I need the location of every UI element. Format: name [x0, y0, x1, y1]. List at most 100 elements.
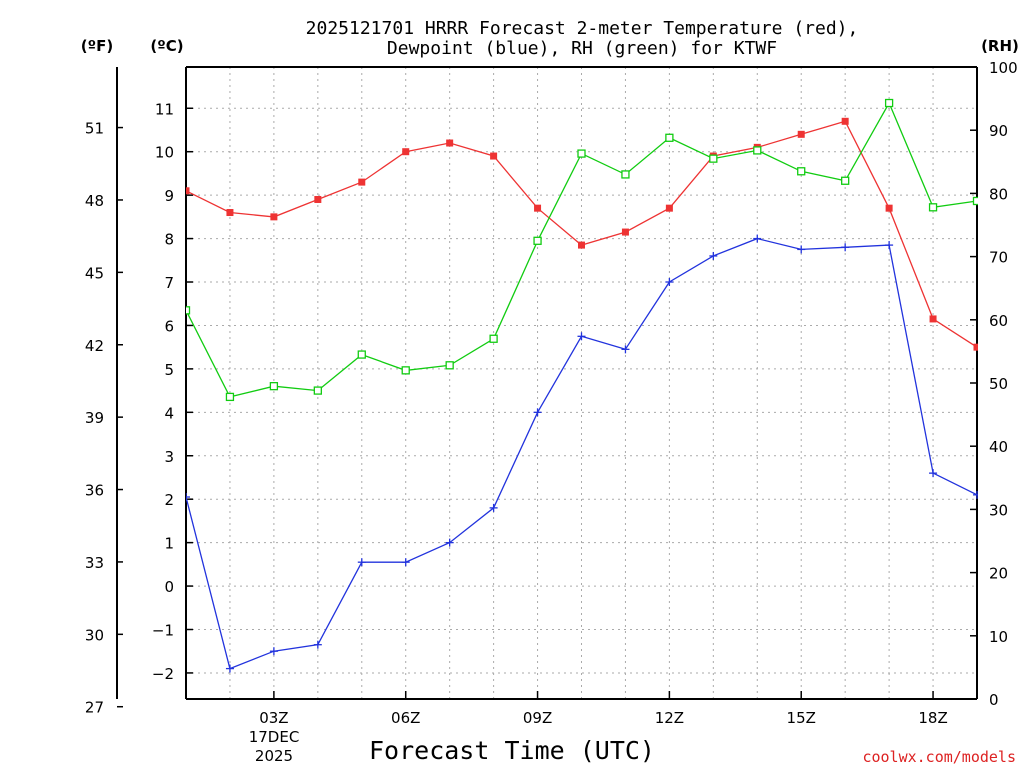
celsius-tick-label: 5 — [164, 361, 174, 379]
rh-point — [186, 306, 191, 315]
fahrenheit-tick-label: 39 — [85, 409, 104, 427]
celsius-tick-label: 0 — [164, 578, 174, 596]
2-meter-temperature-point — [621, 228, 629, 236]
dewpoint-point — [489, 503, 498, 512]
rh-point — [225, 392, 235, 402]
2-meter-temperature-point — [841, 117, 849, 125]
rh-point — [577, 149, 586, 158]
watermark: coolwx.com/models — [862, 748, 1016, 766]
fahrenheit-tick-label: 45 — [85, 264, 104, 282]
dewpoint-point — [269, 647, 278, 656]
dewpoint-point — [885, 241, 894, 250]
rh-point — [841, 176, 850, 185]
celsius-tick-label: 4 — [164, 404, 174, 422]
fahrenheit-tick-label: 36 — [85, 482, 104, 500]
rh-point — [489, 334, 498, 343]
dewpoint-point — [186, 493, 190, 502]
x-axis-title: Forecast Time (UTC) — [369, 736, 655, 765]
rh-tick-label: 0 — [989, 691, 999, 709]
dewpoint-point — [225, 664, 234, 673]
dewpoint-point — [709, 251, 718, 260]
x-tick-label: 06Z — [391, 709, 420, 727]
2-meter-temperature-point — [885, 204, 893, 212]
rh-point — [709, 154, 718, 163]
rh-tick-label: 50 — [989, 375, 1008, 393]
rh-point — [357, 350, 366, 359]
2-meter-temperature-point — [578, 241, 585, 249]
celsius-tick-label: 9 — [164, 187, 174, 205]
2-meter-temperature-point — [446, 139, 454, 147]
dewpoint-point — [357, 558, 366, 567]
rh-tick-label: 90 — [989, 122, 1008, 140]
2-meter-temperature-point — [973, 343, 978, 351]
dewpoint-point — [621, 345, 630, 354]
x-tick-label: 12Z — [655, 709, 684, 727]
date-label-day: 17DEC — [249, 728, 300, 746]
rh-point — [972, 196, 978, 206]
2-meter-temperature-point — [534, 204, 542, 212]
dewpoint-point — [797, 245, 806, 254]
chart-title-line1: 2025121701 HRRR Forecast 2-meter Tempera… — [306, 18, 859, 39]
celsius-tick-label: 10 — [155, 144, 174, 162]
rh-unit-label: (RH) — [981, 37, 1019, 55]
celsius-tick-label: 11 — [155, 100, 174, 118]
dewpoint-point — [577, 332, 586, 341]
rh-tick-label: 10 — [989, 628, 1008, 646]
x-tick-label: 03Z — [259, 709, 288, 727]
rh-point — [313, 386, 322, 395]
2-meter-temperature-point — [665, 204, 673, 212]
2-meter-temperature-point — [270, 213, 278, 221]
date-label-year: 2025 — [255, 747, 293, 765]
rh-point — [928, 203, 938, 212]
chart-title-line2: Dewpoint (blue), RH (green) for KTWF — [387, 38, 777, 59]
fahrenheit-tick-label: 27 — [85, 699, 104, 717]
rh-tick-label: 70 — [989, 249, 1008, 267]
fahrenheit-tick-label: 51 — [85, 120, 104, 138]
dewpoint-point — [665, 278, 674, 287]
2-meter-temperature-point — [490, 152, 498, 160]
2-meter-temperature-point — [186, 187, 190, 195]
rh-tick-label: 100 — [989, 59, 1018, 77]
rh-point — [445, 361, 454, 370]
dewpoint-point — [445, 538, 454, 547]
fahrenheit-tick-label: 48 — [85, 192, 104, 210]
celsius-tick-label: 7 — [164, 274, 174, 292]
rh-point — [884, 98, 894, 108]
celsius-unit-label: (ºC) — [150, 37, 183, 55]
rh-point — [621, 170, 630, 179]
2-meter-temperature-point — [402, 148, 410, 156]
rh-tick-label: 60 — [989, 312, 1008, 330]
dewpoint-point — [929, 469, 938, 478]
fahrenheit-tick-label: 33 — [85, 554, 104, 572]
2-meter-temperature-point — [929, 315, 937, 323]
rh-point — [665, 133, 674, 142]
rh-point — [269, 382, 279, 391]
2-meter-temperature-point — [797, 130, 805, 138]
fahrenheit-unit-label: (ºF) — [81, 37, 113, 55]
x-tick-label: 18Z — [918, 709, 947, 727]
celsius-tick-label: 1 — [164, 535, 174, 553]
2-meter-temperature-point — [226, 209, 234, 217]
2-meter-temperature-point — [358, 178, 366, 186]
2-meter-temperature-point — [314, 195, 322, 203]
dewpoint-point — [401, 558, 410, 567]
axes: 273033363942454851−2−1012345678910110102… — [85, 59, 1018, 727]
dewpoint-point — [841, 243, 850, 252]
dewpoint-point — [973, 490, 978, 499]
rh-point — [401, 366, 410, 375]
fahrenheit-tick-label: 42 — [85, 337, 104, 355]
x-tick-label: 09Z — [523, 709, 552, 727]
rh-tick-label: 80 — [989, 185, 1008, 203]
dewpoint-point — [753, 234, 762, 243]
celsius-tick-label: −1 — [152, 622, 174, 640]
dewpoint-point — [533, 408, 542, 417]
celsius-tick-label: 6 — [164, 317, 174, 335]
rh-point — [533, 236, 542, 245]
series-layer — [186, 98, 978, 673]
celsius-tick-label: 3 — [164, 448, 174, 466]
x-tick-label: 15Z — [787, 709, 816, 727]
rh-tick-label: 30 — [989, 501, 1008, 519]
rh-tick-label: 40 — [989, 438, 1008, 456]
dewpoint-point — [313, 640, 322, 649]
